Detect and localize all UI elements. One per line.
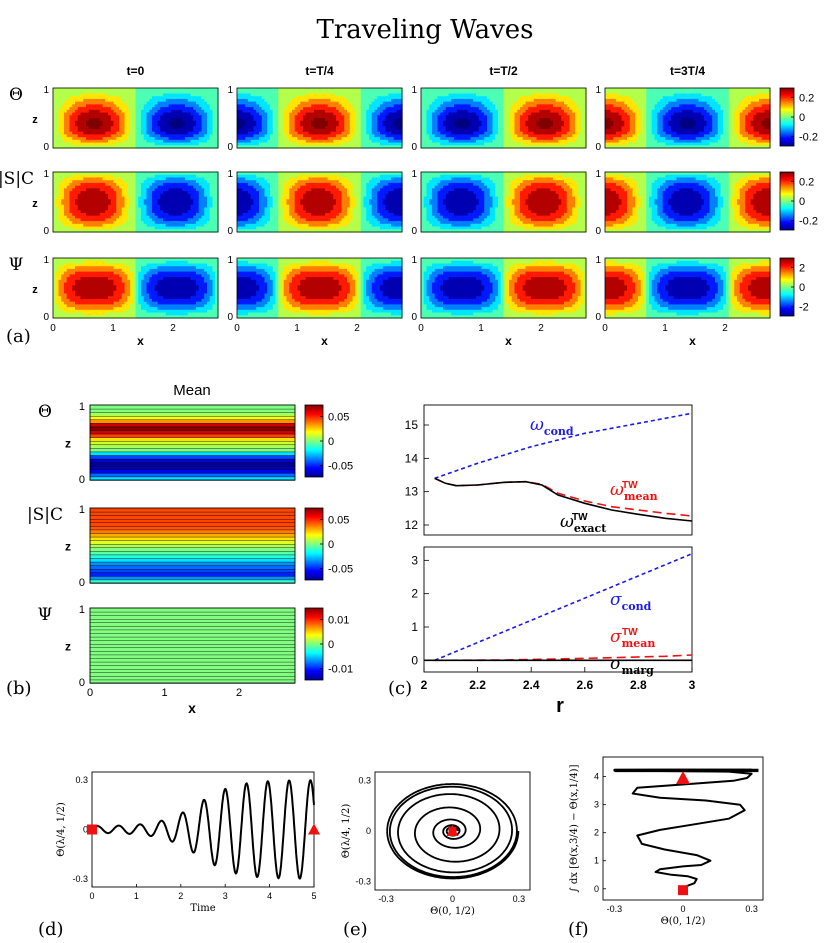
column-title: t=T/2 (489, 64, 518, 78)
column-title: t=T/4 (305, 64, 334, 78)
y-tick-label: 1 (227, 85, 233, 96)
y-tick-label: 0 (43, 142, 49, 153)
column-title: t=0 (127, 64, 145, 78)
y-tick-label: 1 (43, 85, 49, 96)
y-axis-label: z (32, 114, 38, 126)
row-label: Θ (9, 85, 23, 105)
panel-a: t=0 t=T/4 t=T/2 t=3T/4Θ 10z1010100.20-0.2|S|… (0, 64, 818, 348)
heatmap-a: 1 0 z (32, 85, 218, 153)
heatmap-a: 10 (227, 85, 402, 153)
heatmap-a: 10 (411, 85, 586, 153)
figure: Traveling Waves t=0 t=T/4 t=T/2 t=3T/4Θ 10z1… (0, 0, 830, 943)
column-title: t=3T/4 (670, 64, 705, 78)
figure-title: Traveling Waves (316, 15, 533, 45)
y-tick-label: 0 (227, 142, 233, 153)
